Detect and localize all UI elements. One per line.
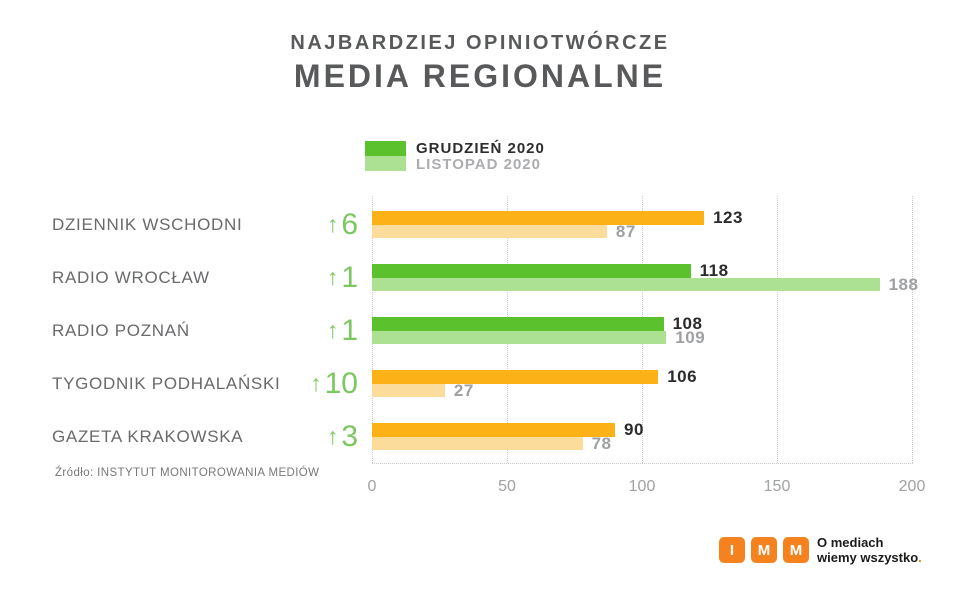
rank-change-value: 10: [324, 367, 358, 400]
bar-current-value: 106: [667, 367, 698, 386]
bar-previous-value: 78: [591, 433, 612, 453]
up-arrow-icon: ↑: [326, 211, 339, 237]
logo-letter: M: [789, 541, 803, 559]
bar-current: [372, 317, 664, 331]
legend-label-listopad: LISTOPAD 2020: [416, 156, 541, 173]
legend-swatch-grudzien: [365, 141, 406, 156]
bar-group: 108 109: [372, 314, 912, 347]
bar-previous-value: 109: [675, 327, 706, 347]
legend-swatches: [365, 141, 406, 172]
gridline-150: [777, 196, 778, 463]
category-label: GAZETA KRAKOWSKA: [52, 426, 244, 446]
imm-logo-letter-m2: M: [783, 537, 809, 563]
rank-change: ↑ 6: [235, 208, 358, 241]
rank-change: ↑ 1: [235, 261, 358, 294]
x-tick-0: 0: [367, 478, 377, 495]
legend-swatch-listopad: [365, 156, 406, 171]
bar-previous-value: 87: [615, 221, 636, 241]
rank-change: ↑ 3: [235, 420, 358, 453]
bar-previous: [372, 437, 583, 450]
chart-title: MEDIA REGIONALNE: [293, 58, 667, 94]
bar-current-value: 108: [672, 314, 703, 333]
tagline-line2: wiemy wszystko.: [817, 550, 922, 565]
category-label: DZIENNIK WSCHODNI: [52, 214, 243, 234]
bar-current-value: 118: [699, 261, 729, 280]
chart-row-dziennik-wschodni: DZIENNIK WSCHODNI ↑ 6 123 87: [0, 208, 960, 241]
bar-current-value: 90: [624, 420, 644, 439]
imm-logo: I M M O mediach wiemy wszystko.: [719, 535, 922, 565]
bar-previous: [372, 278, 880, 291]
x-tick-50: 50: [498, 478, 516, 495]
legend-labels: GRUDZIEŃ 2020 LISTOPAD 2020: [416, 141, 545, 172]
logo-letter: I: [729, 541, 735, 559]
x-tick-150: 150: [763, 478, 791, 495]
rank-change-value: 1: [341, 261, 358, 294]
chart-row-radio-poznan: RADIO POZNAŃ ↑ 1 108 109: [0, 314, 960, 347]
rank-change-value: 6: [341, 208, 358, 241]
legend-label-grudzien: GRUDZIEŃ 2020: [416, 140, 545, 157]
rank-change-value: 1: [341, 314, 358, 347]
bar-previous-value: 188: [888, 274, 919, 294]
up-arrow-icon: ↑: [310, 370, 322, 396]
x-axis-baseline: [372, 463, 913, 464]
bar-current: [372, 264, 691, 278]
bar-group: 106 27: [372, 367, 912, 400]
chart-row-radio-wroclaw: RADIO WROCŁAW ↑ 1 118 188: [0, 261, 960, 294]
up-arrow-icon: ↑: [326, 264, 339, 290]
logo-letter: M: [757, 541, 771, 559]
x-tick-100: 100: [628, 478, 656, 495]
category-label: RADIO POZNAŃ: [52, 320, 190, 340]
category-label: TYGODNIK PODHALAŃSKI: [52, 373, 281, 393]
category-label: RADIO WROCŁAW: [52, 267, 210, 287]
rank-change: ↑ 1: [235, 314, 358, 347]
rank-change: ↑ 10: [235, 367, 358, 400]
gridline-200: [912, 196, 913, 463]
chart-supertitle: NAJBARDZIEJ OPINIOTWÓRCZE: [290, 32, 670, 54]
tagline-dot: .: [918, 550, 922, 565]
imm-logo-squares: I M M: [719, 537, 815, 563]
rank-change-value: 3: [341, 420, 358, 453]
bar-current: [372, 211, 705, 225]
tagline-line1: O mediach: [817, 535, 884, 550]
bar-current: [372, 423, 615, 437]
legend: GRUDZIEŃ 2020 LISTOPAD 2020: [365, 141, 545, 172]
bar-current: [372, 370, 659, 384]
imm-tagline: O mediach wiemy wszystko.: [817, 535, 922, 565]
bar-previous: [372, 331, 667, 344]
source-note: Źródło: INSTYTUT MONITOROWANIA MEDIÓW: [55, 467, 320, 479]
bar-group: 118 188: [372, 261, 918, 294]
bar-previous: [372, 225, 607, 238]
bar-group: 90 78: [372, 420, 912, 453]
up-arrow-icon: ↑: [326, 317, 339, 343]
up-arrow-icon: ↑: [326, 423, 339, 449]
tagline-text: wiemy wszystko: [817, 550, 919, 565]
imm-logo-letter-i: I: [719, 537, 745, 563]
bar-group: 123 87: [372, 208, 912, 241]
bar-previous-value: 27: [453, 380, 474, 400]
chart-row-gazeta-krakowska: GAZETA KRAKOWSKA ↑ 3 90 78: [0, 420, 960, 453]
bar-current-value: 123: [713, 208, 743, 227]
x-tick-200: 200: [898, 478, 926, 495]
chart-row-tygodnik-podhalanski: TYGODNIK PODHALAŃSKI ↑ 10 106 27: [0, 367, 960, 400]
imm-logo-letter-m1: M: [751, 537, 777, 563]
bar-previous: [372, 384, 445, 397]
